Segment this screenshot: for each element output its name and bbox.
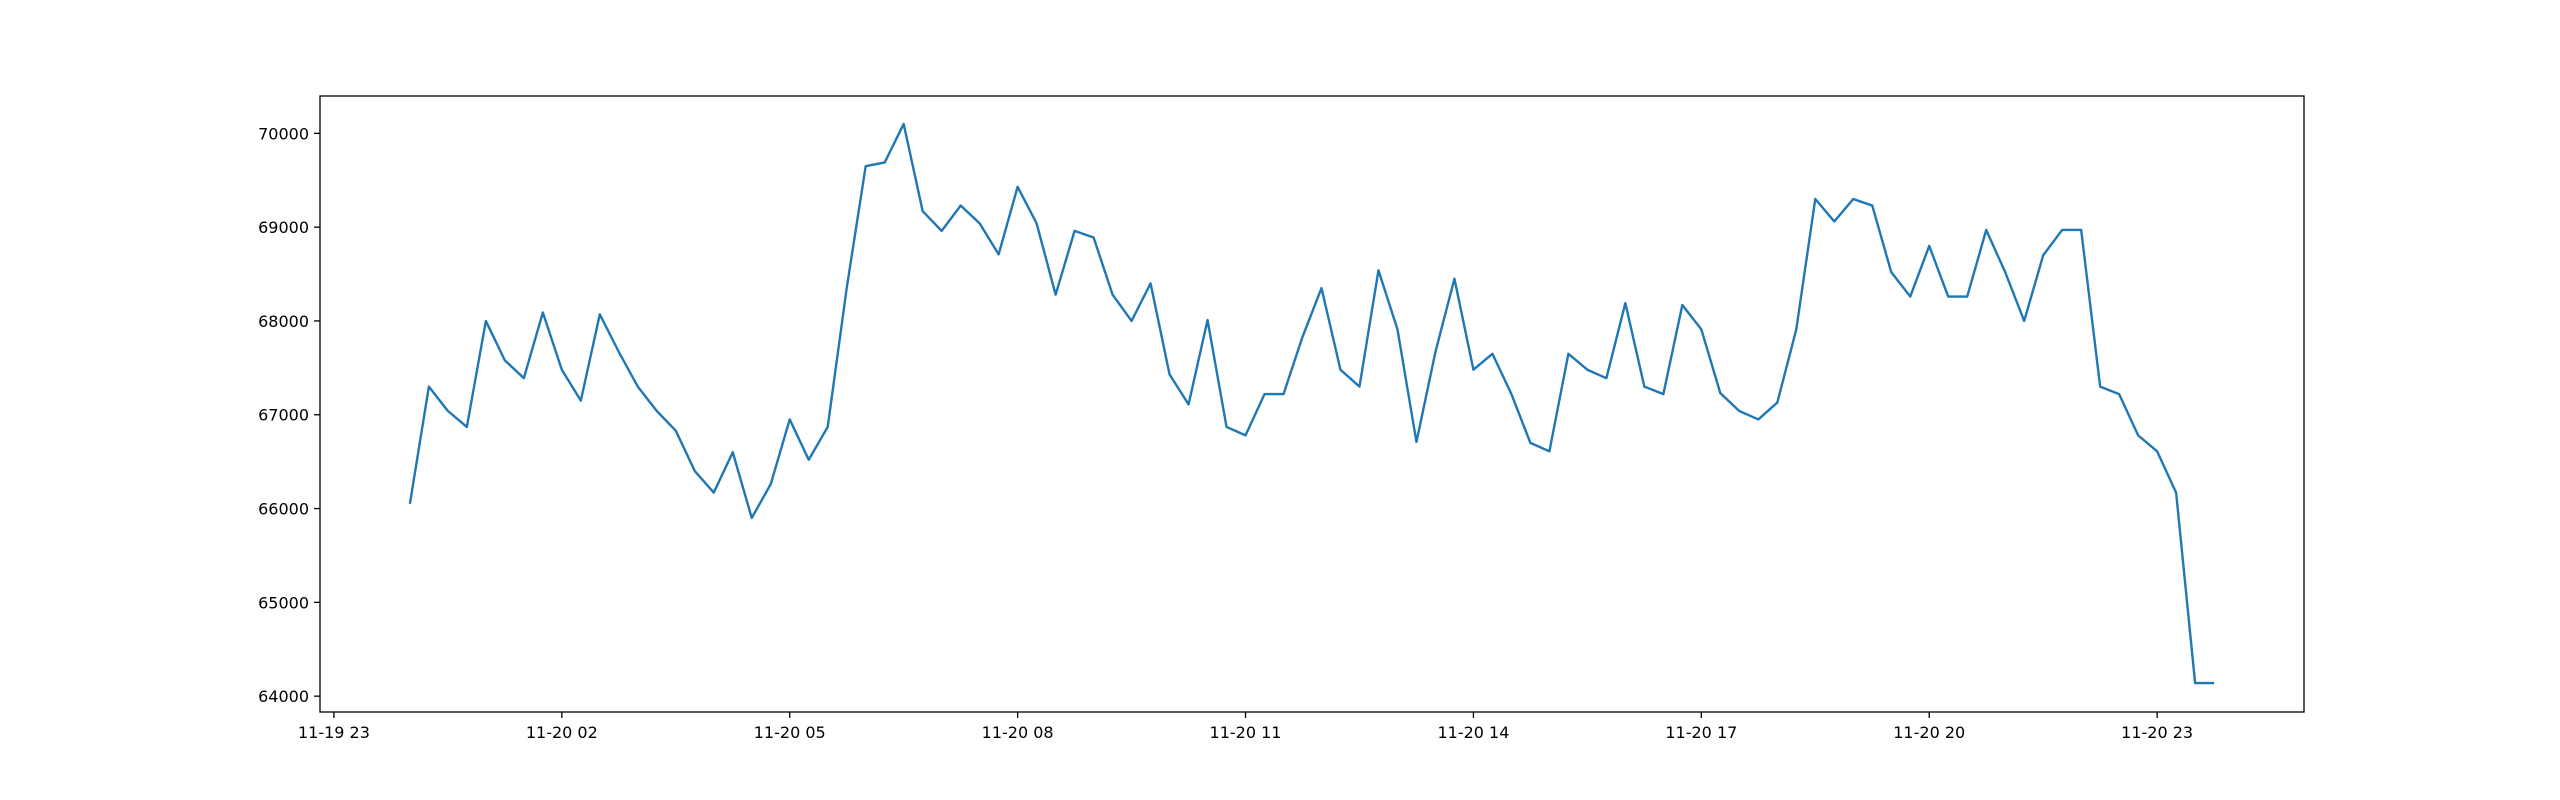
x-tick-label: 11-20 02: [526, 723, 598, 742]
x-tick-label: 11-20 20: [1893, 723, 1965, 742]
x-tick-label: 11-20 11: [1210, 723, 1282, 742]
x-tick-label: 11-20 05: [754, 723, 826, 742]
axes-frame: [319, 95, 2305, 713]
x-tick-label: 11-20 08: [982, 723, 1054, 742]
y-tick-label: 67000: [258, 406, 309, 425]
y-tick-label: 68000: [258, 312, 309, 331]
y-tick-label: 64000: [258, 687, 309, 706]
x-tick-label: 11-19 23: [298, 723, 370, 742]
data-line: [408, 122, 2215, 685]
y-tick-label: 70000: [258, 124, 309, 143]
y-tick-label: 66000: [258, 500, 309, 519]
y-tick-label: 69000: [258, 218, 309, 237]
x-tick-label: 11-20 23: [2121, 723, 2193, 742]
x-tick-label: 11-20 14: [1437, 723, 1509, 742]
x-tick-label: 11-20 17: [1665, 723, 1737, 742]
y-tick-label: 65000: [258, 593, 309, 612]
